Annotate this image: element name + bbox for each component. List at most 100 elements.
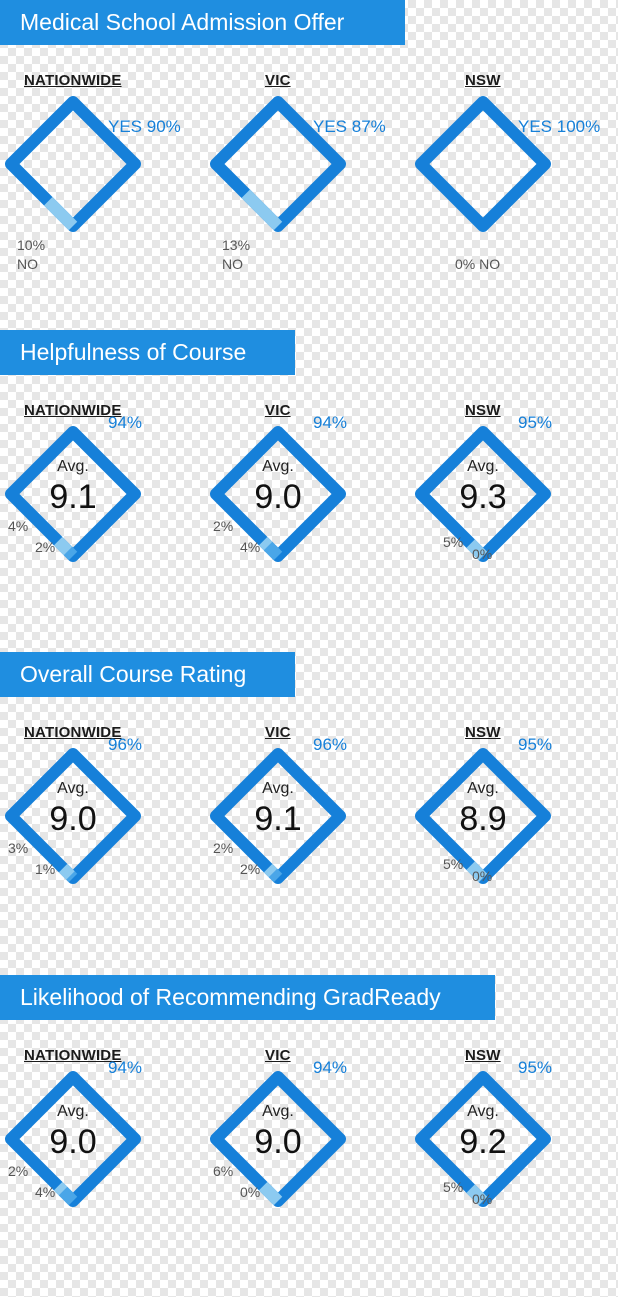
gauge-track <box>415 96 551 232</box>
region-gauge: NATIONWIDE Avg. 9.0 94% 2% 4% <box>0 1047 205 1297</box>
avg-value: 9.0 <box>49 1123 97 1161</box>
avg-value: 9.0 <box>254 478 302 516</box>
region-label: NSW <box>465 724 501 741</box>
gauge-low-segment <box>263 541 283 561</box>
mid-percent: 5% <box>443 856 464 872</box>
low-percent: 4% <box>240 539 261 555</box>
gauge-diamond <box>5 1071 141 1207</box>
region-gauge: NSW YES 100% 0% NO <box>410 72 615 322</box>
mid-percent: 6% <box>213 1163 234 1179</box>
gauge-mid-segment <box>263 863 278 878</box>
top-percent: 94% <box>313 1058 348 1077</box>
avg-label: Avg. <box>262 1103 294 1120</box>
low-percent: 4% <box>35 1184 56 1200</box>
avg-label: Avg. <box>262 780 294 797</box>
top-percent: 94% <box>108 1058 143 1077</box>
top-percent: 94% <box>108 413 143 432</box>
low-percent: 0% <box>240 1184 261 1200</box>
gauge-diamond <box>415 96 551 232</box>
gauge-low-segment <box>63 546 78 561</box>
gauge-mid-segment <box>53 1181 68 1196</box>
region-label: NATIONWIDE <box>24 72 122 89</box>
low-percent: 1% <box>35 861 56 877</box>
no-percent: 13% <box>222 237 251 253</box>
gauge-diamond <box>5 96 141 232</box>
gauge-low-segment <box>268 868 283 883</box>
region-gauge: VIC Avg. 9.0 94% 6% 0% <box>205 1047 410 1297</box>
top-percent: 95% <box>518 413 553 432</box>
no-percent: 0% NO <box>455 256 501 272</box>
avg-value: 9.0 <box>49 800 97 838</box>
yes-label: YES 87% <box>313 117 386 136</box>
avg-value: 8.9 <box>459 800 507 838</box>
region-gauge: NSW Avg. 9.3 95% 5% 0% <box>410 402 615 652</box>
gauge-mid-segment <box>466 539 488 561</box>
low-percent: 2% <box>240 861 261 877</box>
top-percent: 96% <box>313 735 348 754</box>
low-percent: 2% <box>35 539 56 555</box>
no-label: NO <box>17 256 38 272</box>
yes-label: YES 100% <box>518 117 601 136</box>
avg-label: Avg. <box>467 458 499 475</box>
avg-label: Avg. <box>57 458 89 475</box>
region-label: NSW <box>465 402 501 419</box>
region-label: NATIONWIDE <box>24 402 122 419</box>
low-percent: 0% <box>472 868 493 884</box>
mid-percent: 5% <box>443 1179 464 1195</box>
avg-value: 9.1 <box>254 800 302 838</box>
region-label: VIC <box>265 72 291 89</box>
top-percent: 96% <box>108 735 143 754</box>
region-gauge: NSW Avg. 9.2 95% 5% 0% <box>410 1047 615 1297</box>
gauge-mid-segment <box>53 536 73 556</box>
avg-label: Avg. <box>467 780 499 797</box>
avg-value: 9.2 <box>459 1123 507 1161</box>
gauge-diamond <box>210 96 346 232</box>
gauge-diamond <box>210 426 346 562</box>
mid-percent: 4% <box>8 518 29 534</box>
chart-section: Helpfulness of Course NATIONWIDE Avg. 9.1 94… <box>0 330 618 652</box>
top-percent: 95% <box>518 735 553 754</box>
avg-label: Avg. <box>262 458 294 475</box>
chart-section: Likelihood of Recommending GradReady NATI… <box>0 975 618 1297</box>
region-label: VIC <box>265 402 291 419</box>
avg-value: 9.3 <box>459 478 507 516</box>
section-title: Medical School Admission Offer <box>0 0 405 45</box>
gauge-low-segment <box>58 1186 78 1206</box>
region-label: NSW <box>465 1047 501 1064</box>
gauge-mid-segment <box>258 536 273 551</box>
avg-label: Avg. <box>467 1103 499 1120</box>
gauge-diamond <box>210 1071 346 1207</box>
low-percent: 0% <box>472 546 493 562</box>
gauge-no-segment <box>241 189 283 231</box>
avg-label: Avg. <box>57 780 89 797</box>
section-title: Overall Course Rating <box>0 652 295 697</box>
avg-value: 9.0 <box>254 1123 302 1161</box>
gauge-diamond <box>5 426 141 562</box>
gauge-diamond <box>415 426 551 562</box>
section-title: Helpfulness of Course <box>0 330 295 375</box>
gauge-low-segment <box>66 871 78 883</box>
region-gauge: NATIONWIDE YES 90% 10% NO <box>0 72 205 322</box>
region-gauge: VIC Avg. 9.0 94% 2% 4% <box>205 402 410 652</box>
mid-percent: 2% <box>8 1163 29 1179</box>
gauge-mid-segment <box>58 863 75 880</box>
gauge-mid-segment <box>466 1184 488 1206</box>
chart-section: Overall Course Rating NATIONWIDE Avg. 9.0 96… <box>0 652 618 974</box>
avg-value: 9.1 <box>49 478 97 516</box>
gauge-diamond <box>210 748 346 884</box>
gauge-mid-segment <box>466 861 488 883</box>
top-percent: 95% <box>518 1058 553 1077</box>
gauge-mid-segment <box>258 1181 283 1206</box>
mid-percent: 2% <box>213 840 234 856</box>
gauge-diamond <box>5 748 141 884</box>
region-label: NATIONWIDE <box>24 1047 122 1064</box>
section-title: Likelihood of Recommending GradReady <box>0 975 495 1020</box>
region-gauge: VIC YES 87% 13% NO <box>205 72 410 322</box>
region-gauge: VIC Avg. 9.1 96% 2% 2% <box>205 724 410 974</box>
top-percent: 94% <box>313 413 348 432</box>
gauge-diamond <box>415 748 551 884</box>
chart-section: Medical School Admission Offer NATIONWIDE… <box>0 0 618 322</box>
region-gauge: NATIONWIDE Avg. 9.0 96% 3% 1% <box>0 724 205 974</box>
avg-label: Avg. <box>57 1103 89 1120</box>
gauge-no-segment <box>43 196 78 231</box>
